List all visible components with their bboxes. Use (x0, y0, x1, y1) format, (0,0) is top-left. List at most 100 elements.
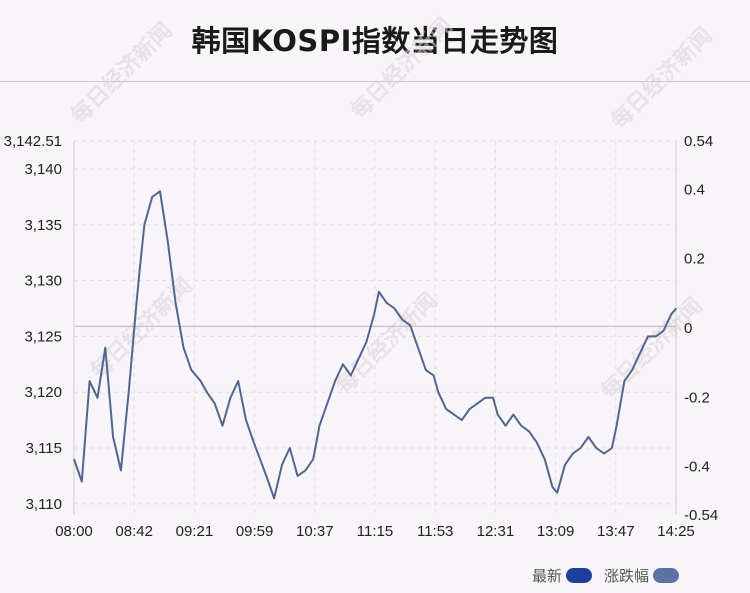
price-line (73, 190, 677, 500)
data-point (623, 380, 626, 382)
watermark-text: 每日经济新闻 (596, 293, 708, 405)
data-point (182, 347, 185, 349)
data-point (96, 397, 99, 399)
data-point (595, 447, 597, 449)
data-point (611, 447, 613, 449)
data-point (393, 307, 396, 310)
data-point (386, 302, 388, 304)
x-tick-label: 08:42 (115, 523, 153, 540)
data-point (409, 324, 411, 326)
data-point (89, 380, 91, 382)
data-point (273, 497, 275, 499)
watermark-text: 每日经济新闻 (331, 288, 443, 400)
data-point (104, 347, 106, 349)
data-point (603, 453, 605, 455)
y-left-tick-label: 3,130 (24, 273, 62, 290)
legend-item-change[interactable]: 涨跌幅 (604, 565, 680, 586)
data-point (551, 486, 554, 488)
data-point (350, 374, 352, 377)
grid-lines (74, 140, 676, 515)
y-left-tick-label: 3,142.51 (4, 133, 62, 150)
chart-title: 韩国KOSPI指数当日走势图 (191, 24, 559, 58)
data-point (520, 425, 522, 427)
legend-item-latest[interactable]: 最新 (532, 565, 593, 586)
data-point (318, 425, 321, 427)
legend-label-latest: 最新 (532, 566, 563, 585)
data-point (73, 458, 75, 460)
series-layer (73, 190, 677, 500)
data-point (675, 307, 677, 310)
data-point (484, 397, 486, 399)
x-tick-label: 08:00 (55, 523, 93, 540)
data-point (112, 436, 114, 438)
x-tick-label: 09:59 (236, 523, 274, 540)
x-tick-label: 10:37 (296, 523, 334, 540)
data-point (461, 419, 463, 421)
data-point (151, 196, 153, 198)
data-point (401, 319, 403, 321)
y-right-tick-label: 0.4 (684, 181, 705, 198)
data-point (365, 341, 367, 343)
y-right-tick-label: 0 (684, 320, 692, 337)
y-right-tick-label: -0.54 (684, 507, 718, 524)
watermark-text: 每日经济新闻 (66, 18, 178, 130)
data-point (433, 374, 435, 377)
x-tick-label: 12:31 (477, 523, 515, 540)
data-point (492, 397, 494, 399)
data-point (214, 402, 216, 404)
data-point (587, 436, 590, 438)
data-point (417, 347, 419, 349)
data-point (297, 475, 299, 477)
data-point (81, 480, 83, 483)
y-left-tick-label: 3,110 (26, 496, 62, 513)
data-point (453, 414, 455, 416)
y-left-tick-label: 3,120 (24, 384, 62, 401)
y-right-tick-label: -0.4 (684, 459, 710, 476)
data-point (528, 430, 530, 432)
data-point (304, 469, 306, 471)
data-point (120, 469, 122, 471)
x-tick-label: 13:47 (597, 523, 635, 540)
data-point (425, 369, 427, 371)
data-point (556, 492, 558, 494)
y-right-tick-label: 0.2 (684, 251, 705, 268)
axes: 3,142.51 3,140 3,135 3,130 3,125 3,120 3,115 3,… (4, 133, 719, 540)
data-point (245, 419, 247, 421)
data-point (237, 380, 239, 382)
data-point (229, 397, 231, 399)
x-tick-label: 14:25 (657, 523, 695, 540)
data-point (662, 330, 665, 332)
header-divider (0, 81, 750, 82)
data-point (670, 313, 672, 315)
data-point (512, 414, 515, 416)
watermark-text: 每日经济新闻 (606, 23, 718, 135)
data-point (139, 268, 141, 271)
watermark-text: 每日经济新闻 (346, 13, 458, 125)
data-point (128, 391, 130, 393)
data-point (206, 391, 208, 393)
data-point (497, 414, 499, 416)
x-tick-label: 09:21 (176, 523, 214, 540)
data-point (334, 380, 336, 382)
data-point (536, 441, 538, 444)
data-point (378, 291, 380, 293)
data-point (289, 447, 291, 449)
data-point (190, 369, 192, 371)
data-point (639, 352, 641, 354)
data-point (572, 453, 574, 455)
legend-swatch-change (653, 567, 680, 583)
data-point (281, 464, 283, 466)
y-left-tick-label: 3,140 (24, 161, 62, 178)
data-point (647, 335, 649, 337)
x-tick-label: 11:15 (357, 523, 393, 540)
data-point (326, 402, 328, 404)
data-point (544, 458, 546, 460)
data-point (505, 425, 507, 427)
data-point (265, 475, 267, 477)
data-point (159, 190, 161, 192)
legend-swatch-latest (566, 567, 593, 583)
data-point (469, 408, 471, 410)
x-tick-label: 11:53 (417, 523, 453, 540)
data-point (616, 425, 618, 427)
data-point (253, 441, 255, 444)
